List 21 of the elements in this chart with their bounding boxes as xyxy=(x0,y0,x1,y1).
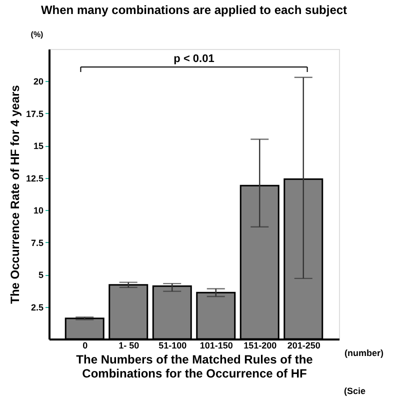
y-tick-label: 5 xyxy=(38,270,44,280)
y-tick-label: 15 xyxy=(33,141,44,152)
text: (%) xyxy=(30,30,44,39)
y-tick-label: 10 xyxy=(33,206,44,216)
annotation: p < 0.01 xyxy=(174,53,214,65)
x-axis-title: The Numbers of the Matched Rules of the Combinations for the Occurrence of HF xyxy=(76,352,314,380)
y-tick-label: 12.5 xyxy=(26,173,44,184)
x-tick-label: 201-250 xyxy=(287,340,320,350)
y-tick-label: 2.5 xyxy=(30,302,44,312)
chart-title: When many combinations are applied to each subject xyxy=(40,3,348,17)
x-tick-label: 1- 50 xyxy=(118,340,140,350)
y-tick-label: 20 xyxy=(33,76,44,87)
x-tick-label: 151-200 xyxy=(244,340,277,350)
y-tick-label: 17.5 xyxy=(26,108,44,119)
x-tick-label: 51-100 xyxy=(158,340,187,350)
y-tick-label: 7.5 xyxy=(30,238,44,248)
y-axis-title: The Occurrence Rate of HF for 4 years xyxy=(8,84,22,304)
x-tick-label: 101-150 xyxy=(200,340,233,350)
text: (number) xyxy=(344,348,384,358)
x-tick-label: 0 xyxy=(82,340,88,350)
text: (Scie xyxy=(344,386,366,396)
